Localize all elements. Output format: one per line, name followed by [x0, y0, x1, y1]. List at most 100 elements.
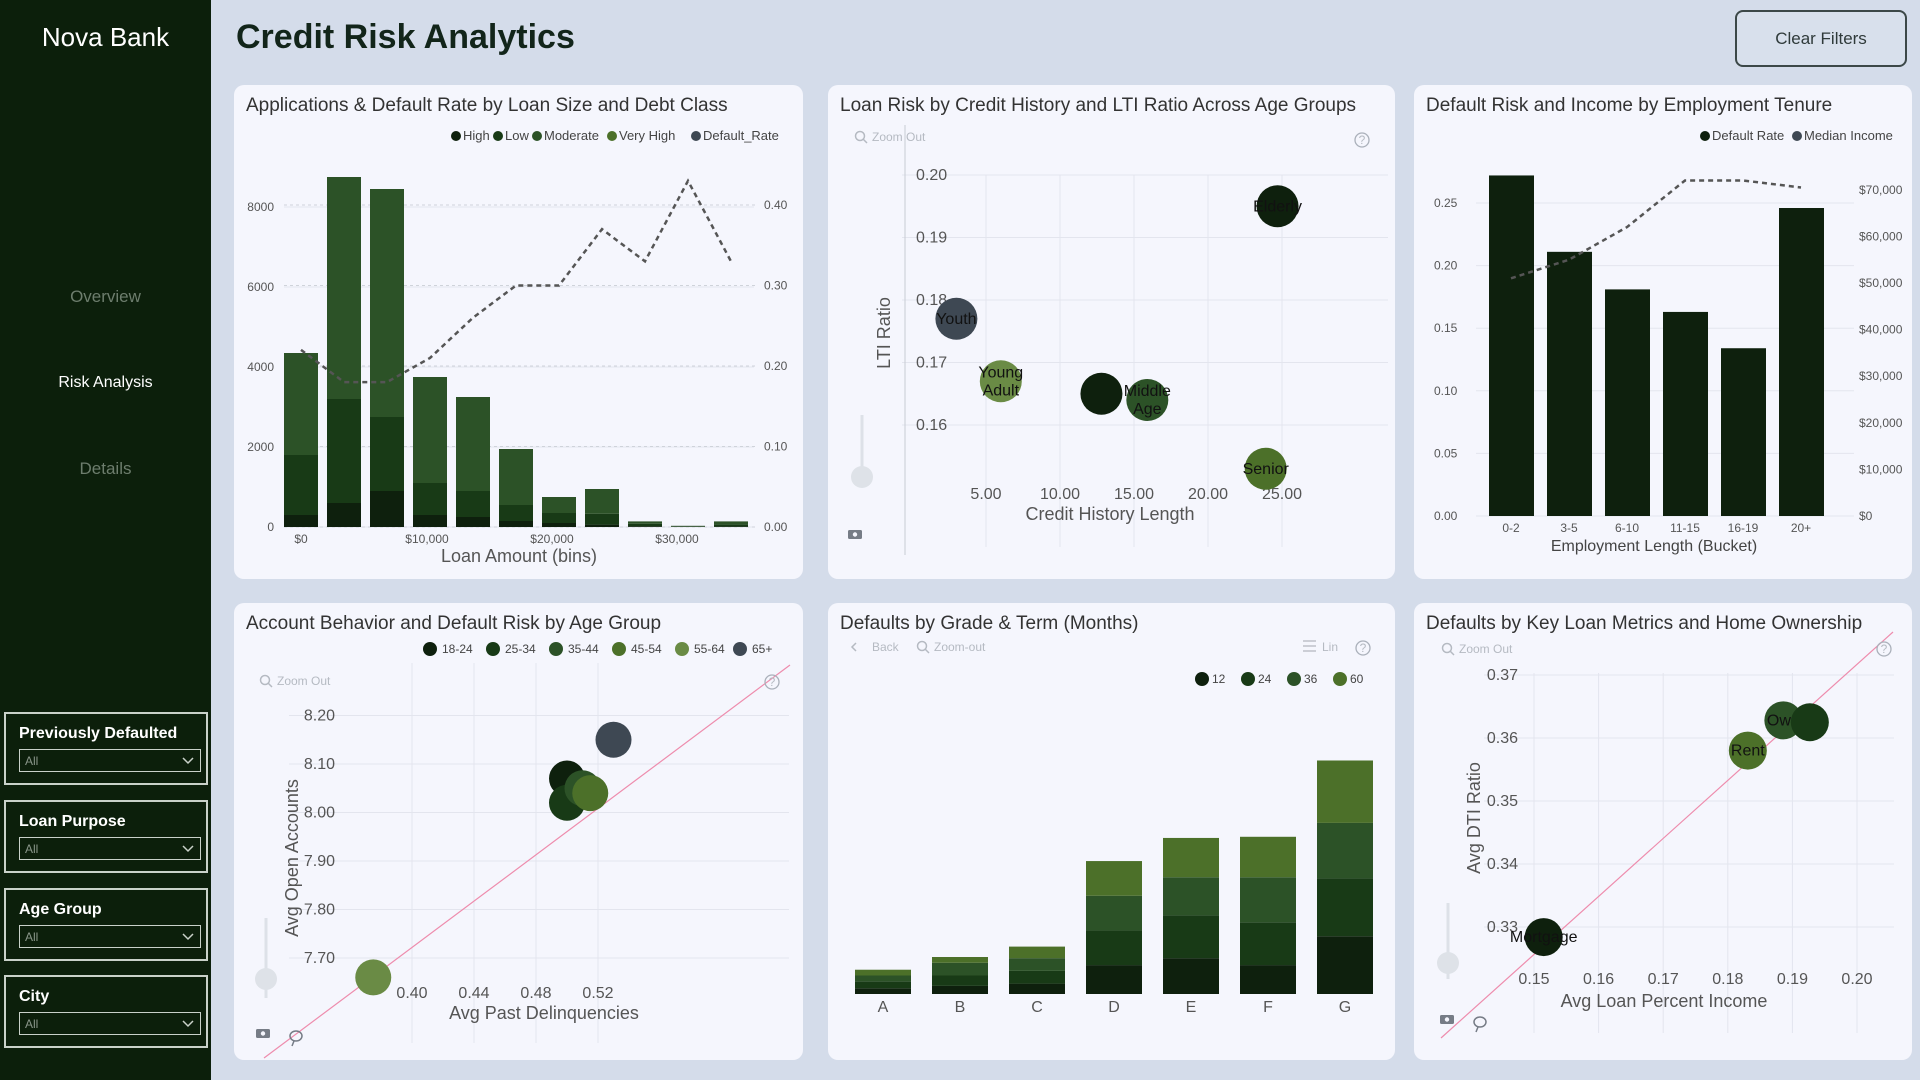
y-tick-label: 0.34 [1487, 856, 1518, 873]
help-icon[interactable]: ? [1359, 133, 1366, 147]
bar [542, 513, 576, 523]
legend-marker [549, 642, 563, 656]
zoom-out-label: Zoom Out [1459, 642, 1513, 656]
back-label: Back [872, 640, 900, 654]
zoom-slider-handle[interactable] [1437, 952, 1459, 974]
city-select[interactable]: All [19, 1012, 201, 1035]
x-tick-label: 5.00 [970, 486, 1001, 503]
y-tick-label: 0.10 [1434, 384, 1458, 398]
help-icon[interactable]: ? [1881, 642, 1888, 656]
credit-history-chart[interactable]: 0.16 0.17 0.18 0.19 0.20 5.00 10.00 15.00 20.00 2… [828, 85, 1395, 579]
chart-card-loan-size: Applications & Default Rate by Loan Size… [234, 85, 803, 579]
bar [456, 491, 490, 517]
bar [1086, 930, 1142, 966]
reference-line [1440, 631, 1894, 1039]
zoom-slider-handle[interactable] [851, 466, 873, 488]
bubble-label: Middle [1124, 383, 1171, 400]
legend-label: High [463, 128, 490, 143]
x-tick-label: 0.52 [582, 985, 613, 1002]
chart-title: Defaults by Grade & Term (Months) [840, 613, 1139, 634]
x-tick-label: 0.17 [1648, 971, 1679, 988]
x-tick-label: 0.15 [1518, 971, 1549, 988]
lasso-icon [289, 1030, 303, 1042]
grade-term-chart[interactable]: A B C D E F G 12 24 36 60 Back Zoom-out Lin? [828, 603, 1395, 1060]
x-tick-label: 6-10 [1615, 521, 1639, 535]
x-tick-label: 0.19 [1777, 971, 1808, 988]
x-tick-label: D [1108, 999, 1120, 1016]
select-value: All [25, 842, 39, 856]
help-icon[interactable]: ? [1360, 641, 1367, 655]
x-tick-label: 15.00 [1114, 486, 1154, 503]
filter-loan-purpose: Loan Purpose All [4, 800, 208, 873]
y2-tick-label: 0.10 [764, 440, 788, 454]
y-tick-label: 8000 [247, 200, 274, 214]
legend-label: Very High [619, 128, 675, 143]
y2-tick-label: $50,000 [1859, 276, 1903, 290]
bubble [572, 775, 609, 812]
y2-tick-label: $0 [1859, 509, 1873, 523]
bar [370, 417, 404, 491]
zoom-slider-handle[interactable] [255, 968, 277, 990]
bar [1317, 822, 1373, 879]
zoom-out-label: Zoom Out [277, 674, 331, 688]
bubble-label: Young [978, 364, 1023, 381]
legend-marker [612, 642, 626, 656]
y2-tick-label: 0.00 [764, 520, 788, 534]
bar [855, 981, 911, 989]
loan-size-chart[interactable]: 0 2000 4000 6000 8000 0.00 0.10 0.20 0.30 0.40 $0 $… [234, 85, 803, 579]
default-rate-line [300, 178, 733, 384]
camera-icon [852, 532, 858, 537]
account-behavior-chart[interactable]: 7.70 7.80 7.90 8.00 8.10 8.20 0.40 0.44 0.48 0.52… [234, 603, 803, 1060]
filter-label: Loan Purpose [19, 813, 126, 830]
age-group-select[interactable]: All [19, 925, 201, 948]
bar [855, 969, 911, 976]
bar [327, 503, 361, 527]
nav-overview[interactable]: Overview [70, 287, 141, 306]
x-tick-label: 0.20 [1841, 971, 1872, 988]
legend-label: 24 [1258, 672, 1272, 686]
bubble-label: Youth [936, 311, 976, 328]
bar [932, 962, 988, 976]
x-tick-label: 11-15 [1670, 521, 1700, 535]
bar [542, 523, 576, 527]
x-axis-label: Avg Past Delinquencies [449, 1003, 639, 1023]
bar [284, 353, 318, 455]
help-icon [1355, 640, 1371, 656]
bar [1240, 922, 1296, 966]
y-tick-label: 8.20 [304, 708, 335, 725]
employment-chart[interactable]: 0.00 0.05 0.10 0.15 0.20 0.25 $0 $10,000 $20,000… [1414, 85, 1912, 579]
help-icon[interactable]: ? [769, 675, 776, 689]
zoom-out-label: Zoom Out [872, 130, 926, 144]
y-tick-label: 0.17 [916, 355, 947, 372]
loan-purpose-select[interactable]: All [19, 837, 201, 860]
nav-details[interactable]: Details [79, 459, 132, 478]
bubble [979, 360, 1022, 403]
chevron-down-icon [182, 757, 194, 765]
y-tick-label: 0.37 [1487, 667, 1518, 684]
bar [585, 513, 619, 525]
y-tick-label: 0.18 [916, 292, 947, 309]
chart-title: Defaults by Key Loan Metrics and Home Ow… [1426, 613, 1863, 634]
legend-label: 25-34 [505, 642, 536, 656]
bar [1240, 965, 1296, 994]
bar [855, 975, 911, 982]
help-icon [764, 674, 780, 690]
zoom-out-icon [1449, 650, 1455, 656]
bar [1240, 877, 1296, 923]
nav-risk-analysis[interactable]: Risk Analysis [58, 374, 153, 391]
chart-title: Account Behavior and Default Risk by Age… [246, 613, 662, 634]
bubble-label: Elderly [1253, 198, 1302, 215]
bar [1009, 958, 1065, 971]
chevron-down-icon [182, 1020, 194, 1028]
bar [284, 515, 318, 527]
bar [1009, 970, 1065, 984]
legend-label: Default Rate [1712, 128, 1784, 143]
bubble-label: Adult [983, 382, 1020, 399]
y-tick-label: 7.80 [304, 902, 335, 919]
bar [671, 525, 705, 527]
clear-filters-button[interactable]: Clear Filters [1735, 10, 1907, 67]
bar [1663, 311, 1708, 516]
loan-metrics-chart[interactable]: 0.33 0.34 0.35 0.36 0.37 0.15 0.16 0.17 0.18 0.19… [1414, 603, 1912, 1060]
previously-defaulted-select[interactable]: All [19, 749, 201, 772]
x-tick-label: 0-2 [1502, 521, 1520, 535]
